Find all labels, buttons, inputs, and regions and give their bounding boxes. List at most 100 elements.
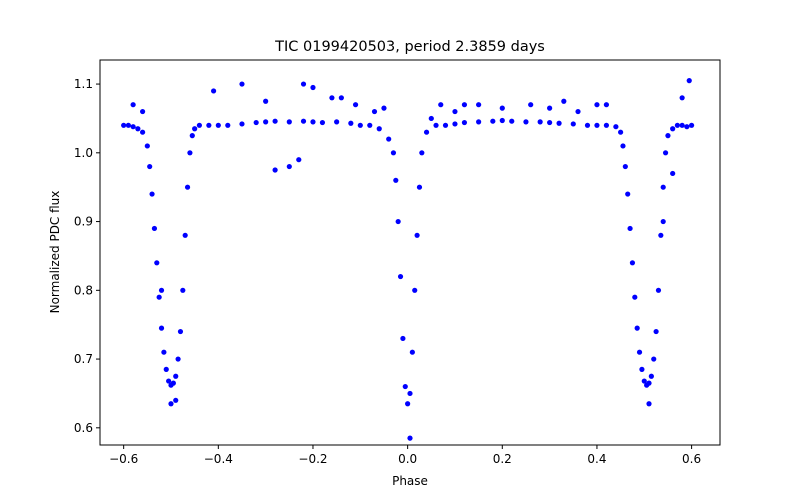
data-point (156, 294, 162, 300)
data-point (210, 88, 217, 94)
data-point (130, 102, 136, 108)
data-point (414, 232, 420, 238)
data-point (147, 163, 153, 170)
data-point (660, 218, 666, 225)
y-tick-label: 0.6 (74, 421, 93, 435)
data-point (175, 356, 181, 362)
data-point (594, 122, 600, 128)
data-point (655, 287, 662, 293)
data-point (639, 366, 645, 372)
data-point (620, 143, 626, 149)
y-axis-ticks: 0.6 0.7 0.8 0.9 1.0 1.1 (74, 77, 100, 435)
x-tick-label: 0.6 (682, 452, 701, 466)
data-point (253, 119, 259, 126)
data-point (144, 143, 150, 149)
data-point (402, 383, 408, 390)
data-point (177, 328, 184, 335)
data-point (286, 119, 292, 125)
data-point (196, 122, 202, 128)
data-point (419, 150, 425, 156)
data-point (400, 335, 406, 342)
data-point (653, 328, 659, 335)
data-point (547, 105, 553, 111)
data-point (184, 184, 191, 190)
data-point (263, 98, 269, 104)
data-point (523, 119, 529, 125)
data-point (461, 102, 468, 108)
data-point (689, 122, 695, 128)
x-tick-label: −0.2 (298, 452, 327, 466)
y-tick-label: 1.1 (74, 77, 93, 91)
data-point (371, 108, 378, 115)
data-point (376, 126, 382, 132)
data-point (662, 150, 669, 156)
data-point (629, 260, 636, 266)
y-tick-label: 0.8 (74, 283, 93, 297)
data-point (499, 117, 505, 124)
data-point (407, 390, 413, 397)
x-tick-label: 0.2 (493, 452, 512, 466)
data-point (632, 294, 638, 300)
data-point (634, 325, 640, 331)
data-point (679, 95, 685, 101)
data-point (625, 191, 631, 197)
data-point (646, 380, 652, 386)
data-point (187, 150, 193, 156)
data-point (225, 122, 231, 128)
data-point (367, 122, 373, 128)
data-point (651, 356, 657, 362)
data-point (490, 118, 496, 124)
data-point (594, 102, 600, 108)
data-point (170, 380, 176, 386)
data-point (140, 129, 146, 135)
scatter-points (121, 78, 695, 441)
data-point (476, 102, 482, 108)
data-point (310, 119, 316, 125)
data-point (296, 157, 302, 163)
data-point (509, 118, 515, 124)
data-point (166, 378, 172, 384)
data-point (300, 81, 307, 87)
x-tick-label: 0.0 (398, 452, 417, 466)
data-point (537, 119, 543, 125)
data-point (646, 401, 652, 407)
data-point (423, 129, 430, 135)
data-point (390, 150, 397, 156)
data-point (154, 260, 160, 266)
data-point (348, 120, 354, 126)
data-point (528, 102, 534, 108)
data-point (192, 126, 198, 132)
data-point (603, 122, 610, 128)
data-point (627, 225, 633, 232)
data-point (149, 191, 155, 197)
data-point (121, 122, 127, 128)
data-point (168, 401, 174, 407)
data-point (570, 121, 576, 127)
data-point (272, 118, 278, 124)
data-point (158, 325, 165, 331)
data-point (215, 122, 221, 128)
data-point (397, 273, 404, 280)
data-point (438, 102, 444, 108)
data-point (476, 119, 482, 125)
data-point (670, 170, 676, 177)
data-point (658, 232, 664, 238)
data-point (416, 184, 423, 190)
data-point (286, 163, 292, 170)
data-point (329, 95, 335, 101)
data-point (334, 119, 340, 125)
data-point (674, 122, 681, 128)
data-point (556, 120, 562, 126)
data-point (561, 98, 567, 104)
data-point (452, 108, 458, 115)
x-axis-ticks: −0.6 −0.4 −0.2 0.0 0.2 0.4 0.6 (109, 445, 701, 466)
plot-frame (99, 59, 721, 446)
chart-title: TIC 0199420503, period 2.3859 days (274, 39, 545, 55)
data-point (648, 373, 654, 379)
y-tick-label: 0.9 (74, 215, 93, 229)
y-axis-title: Normalized PDC flux (48, 191, 62, 314)
data-point (381, 105, 387, 111)
data-point (161, 349, 167, 355)
data-point (613, 124, 619, 130)
